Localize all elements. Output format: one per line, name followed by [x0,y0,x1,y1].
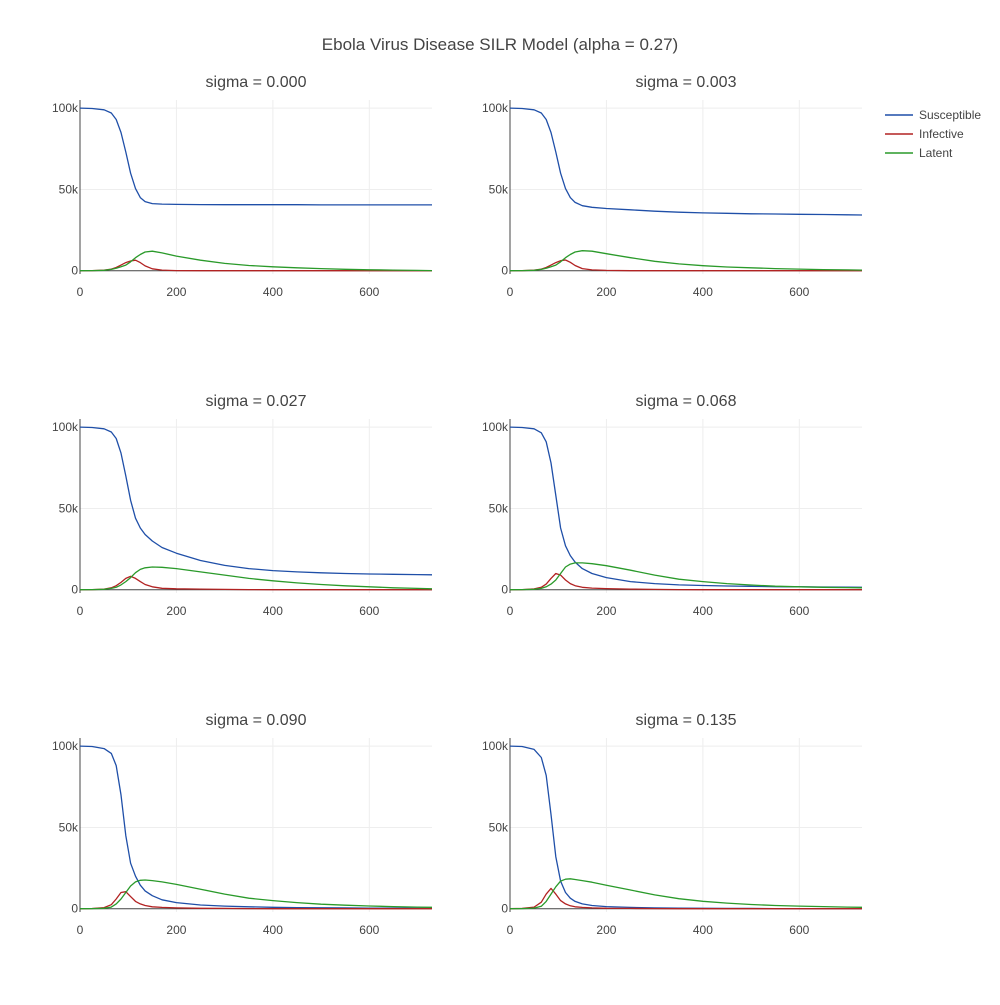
y-tick-label: 100k [482,101,509,115]
series-line-susceptible [80,426,432,576]
subplot: sigma = 0.003 0 200 400 600 0 50k 100k [482,74,862,299]
subplot-title: sigma = 0.090 [206,712,307,729]
x-tick-label: 600 [359,285,379,299]
legend-label: Latent [919,146,953,160]
y-tick-label: 100k [52,739,79,753]
y-tick-label: 50k [59,820,79,834]
x-tick-label: 200 [166,923,186,937]
x-tick-label: 0 [77,285,84,299]
y-tick-label: 0 [501,264,508,278]
series-line-susceptible [80,107,432,206]
x-tick-label: 400 [263,923,283,937]
subplot: sigma = 0.090 0 200 400 600 0 50k 100k [52,712,432,937]
subplot: sigma = 0.135 0 200 400 600 0 50k 100k [482,712,862,937]
x-tick-label: 200 [596,604,616,618]
series-line-susceptible [510,107,862,216]
x-tick-label: 600 [359,923,379,937]
series-line-susceptible [510,426,862,588]
subplot-title: sigma = 0.135 [636,712,737,729]
series-line-infective [510,259,862,272]
x-tick-label: 0 [507,285,514,299]
series-line-latent [510,562,862,591]
series-line-infective [510,887,862,910]
series-line-latent [80,566,432,591]
series-line-infective [510,572,862,591]
series-line-latent [80,250,432,272]
x-tick-label: 600 [789,923,809,937]
series-line-susceptible [80,745,432,909]
y-tick-label: 50k [489,501,509,515]
x-tick-label: 600 [789,604,809,618]
x-tick-label: 0 [507,923,514,937]
y-tick-label: 100k [482,739,509,753]
x-tick-label: 200 [596,285,616,299]
y-tick-label: 100k [482,420,509,434]
series-line-infective [80,575,432,591]
subplot-title: sigma = 0.003 [636,74,737,91]
x-tick-label: 200 [596,923,616,937]
series-line-infective [80,891,432,910]
x-tick-label: 200 [166,604,186,618]
legend-item[interactable]: Latent [885,146,953,160]
y-tick-label: 50k [59,182,79,196]
series-line-latent [510,250,862,272]
x-tick-label: 200 [166,285,186,299]
legend-item[interactable]: Infective [885,127,964,141]
legend-label: Infective [919,127,964,141]
x-tick-label: 0 [77,923,84,937]
y-tick-label: 50k [489,820,509,834]
x-tick-label: 400 [693,923,713,937]
x-tick-label: 400 [263,604,283,618]
subplot-title: sigma = 0.068 [636,393,737,410]
legend-item[interactable]: Susceptible [885,108,981,122]
y-tick-label: 0 [71,583,78,597]
legend: Susceptible Infective Latent [885,108,981,160]
series-line-latent [510,878,862,910]
y-tick-label: 0 [71,264,78,278]
y-tick-label: 0 [501,583,508,597]
y-tick-label: 0 [501,902,508,916]
subplot-title: sigma = 0.000 [206,74,307,91]
x-tick-label: 0 [507,604,514,618]
legend-label: Susceptible [919,108,981,122]
x-tick-label: 400 [693,604,713,618]
y-tick-label: 0 [71,902,78,916]
y-tick-label: 50k [59,501,79,515]
y-tick-label: 100k [52,420,79,434]
x-tick-label: 400 [693,285,713,299]
series-line-infective [80,259,432,272]
subplot: sigma = 0.000 0 200 400 600 0 50k 100k [52,74,432,299]
x-tick-label: 0 [77,604,84,618]
x-tick-label: 600 [789,285,809,299]
x-tick-label: 400 [263,285,283,299]
series-line-latent [80,879,432,910]
x-tick-label: 600 [359,604,379,618]
y-tick-label: 50k [489,182,509,196]
chart-title: Ebola Virus Disease SILR Model (alpha = … [322,35,678,54]
y-tick-label: 100k [52,101,79,115]
subplot: sigma = 0.027 0 200 400 600 0 50k 100k [52,393,432,618]
subplot: sigma = 0.068 0 200 400 600 0 50k 100k [482,393,862,618]
subplot-title: sigma = 0.027 [206,393,307,410]
